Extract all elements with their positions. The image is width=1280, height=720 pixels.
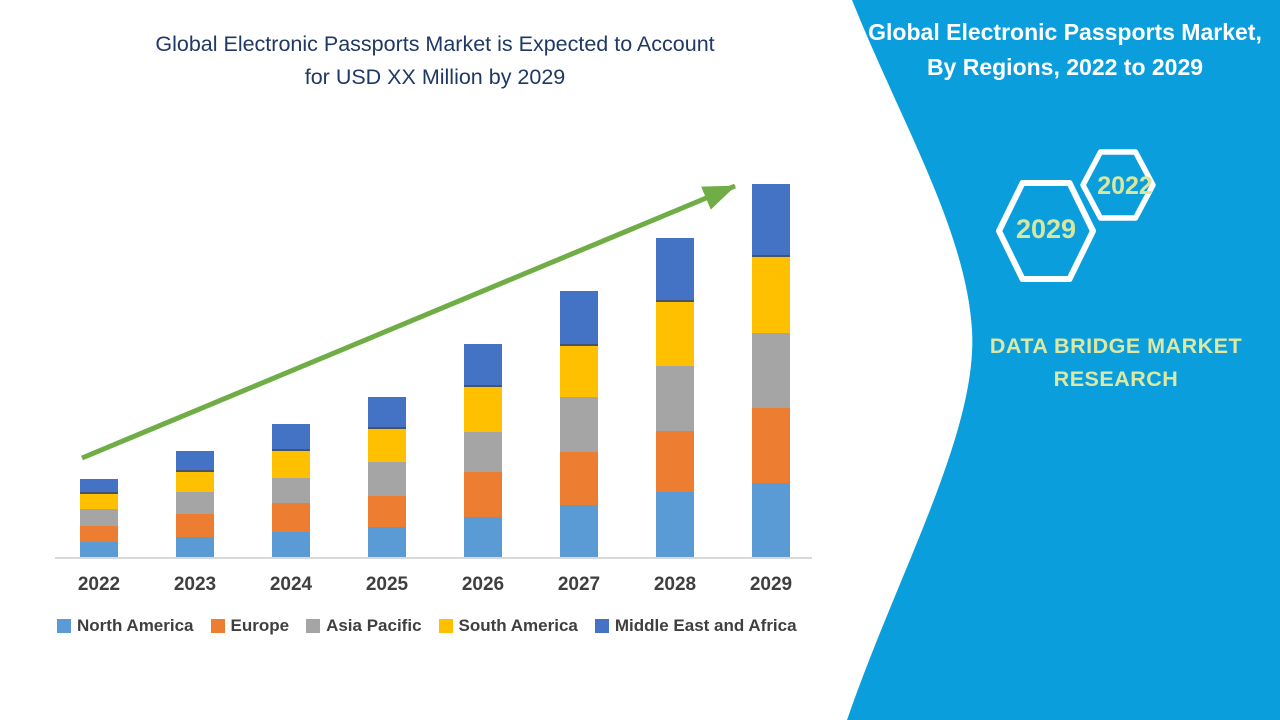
bar-segment-middle-east-and-africa: [272, 424, 310, 451]
bar-segment-middle-east-and-africa: [464, 344, 502, 387]
bar-segment-south-america: [176, 472, 214, 492]
brand-name: DATA BRIDGE MARKET RESEARCH: [950, 330, 1280, 396]
brand-line2: RESEARCH: [1053, 367, 1179, 391]
side-panel-title: Global Electronic Passports Market, By R…: [860, 15, 1270, 85]
bar-segment-middle-east-and-africa: [752, 184, 790, 257]
bar-segment-middle-east-and-africa: [656, 238, 694, 302]
bar-segment-europe: [368, 496, 406, 527]
bar-segment-europe: [176, 514, 214, 537]
hexagon-2022-icon: [1080, 149, 1156, 221]
bar-segment-middle-east-and-africa: [368, 397, 406, 429]
bar-segment-asia-pacific: [80, 509, 118, 526]
hexagon-2022-label: 2022: [1097, 172, 1153, 200]
legend-item-south-america: South America: [438, 616, 578, 636]
x-axis-label-2022: 2022: [77, 574, 121, 595]
bar-segment-asia-pacific: [368, 462, 406, 496]
chart-title-line2: for USD XX Million by 2029: [304, 65, 566, 89]
bar-segment-asia-pacific: [464, 432, 502, 472]
bar-segment-south-america: [272, 451, 310, 478]
bar-segment-north-america: [80, 542, 118, 558]
stacked-bar-2022: [80, 479, 118, 558]
bar-segment-europe: [464, 472, 502, 517]
chart-title-line1: Global Electronic Passports Market is Ex…: [155, 32, 715, 56]
bar-segment-south-america: [464, 387, 502, 432]
bar-segment-europe: [656, 431, 694, 492]
legend-label: Europe: [230, 616, 290, 635]
bar-segment-north-america: [368, 527, 406, 558]
legend-label: South America: [458, 616, 578, 635]
legend-swatch-icon: [594, 619, 609, 633]
x-axis-label-2023: 2023: [173, 574, 217, 595]
hexagon-2029-label: 2029: [1015, 214, 1077, 244]
side-panel-title-line2: By Regions, 2022 to 2029: [926, 54, 1204, 80]
bar-segment-europe: [752, 408, 790, 483]
x-axis-line: [55, 557, 812, 559]
stacked-bar-2028: [656, 238, 694, 558]
legend-swatch-icon: [210, 619, 225, 633]
x-axis-label-2028: 2028: [653, 574, 697, 595]
bar-segment-north-america: [560, 505, 598, 558]
x-axis-label-2029: 2029: [749, 574, 793, 595]
x-axis-label-2024: 2024: [269, 574, 313, 595]
bar-segment-asia-pacific: [752, 333, 790, 408]
legend-item-europe: Europe: [210, 616, 290, 636]
legend-item-middle-east-and-africa: Middle East and Africa: [594, 616, 797, 636]
bar-segment-europe: [560, 452, 598, 505]
stacked-bar-2025: [368, 397, 406, 558]
bar-segment-north-america: [752, 483, 790, 558]
bar-segment-middle-east-and-africa: [176, 451, 214, 472]
x-axis-label-2025: 2025: [365, 574, 409, 595]
bar-segment-south-america: [752, 257, 790, 333]
legend: North America Europe Asia Pacific South Ame…: [57, 616, 797, 636]
bar-segment-north-america: [656, 492, 694, 558]
stacked-bar-2023: [176, 451, 214, 558]
side-panel-title-line1: Global Electronic Passports Market,: [868, 19, 1262, 45]
bar-segment-south-america: [560, 346, 598, 397]
bar-segment-north-america: [272, 532, 310, 558]
legend-swatch-icon: [57, 619, 71, 633]
legend-label: Asia Pacific: [326, 616, 422, 635]
bar-segment-europe: [80, 526, 118, 542]
bar-segment-middle-east-and-africa: [80, 479, 118, 494]
x-axis-label-2027: 2027: [557, 574, 601, 595]
x-axis-label-2026: 2026: [461, 574, 505, 595]
bar-segment-north-america: [176, 537, 214, 558]
hexagon-2029-icon: [996, 180, 1096, 282]
legend-label: Middle East and Africa: [614, 616, 797, 635]
stacked-bar-2026: [464, 344, 502, 558]
bar-segment-asia-pacific: [560, 397, 598, 452]
bar-segment-asia-pacific: [656, 366, 694, 431]
stacked-bar-2027: [560, 291, 598, 558]
legend-item-north-america: North America: [57, 616, 194, 636]
chart-title: Global Electronic Passports Market is Ex…: [60, 28, 810, 94]
legend-item-asia-pacific: Asia Pacific: [306, 616, 422, 636]
stacked-bar-2029: [752, 184, 790, 558]
legend-label: North America: [77, 616, 194, 635]
stacked-bar-2024: [272, 424, 310, 558]
legend-swatch-icon: [306, 619, 321, 633]
bar-segment-south-america: [368, 429, 406, 462]
bar-segment-asia-pacific: [272, 478, 310, 503]
brand-line1: DATA BRIDGE MARKET: [989, 334, 1243, 358]
side-panel-shape: [847, 0, 1280, 720]
bar-segment-south-america: [656, 302, 694, 366]
legend-swatch-icon: [438, 619, 453, 633]
bar-segment-north-america: [464, 517, 502, 558]
bar-segment-asia-pacific: [176, 492, 214, 514]
bar-segment-europe: [272, 503, 310, 532]
bar-segment-south-america: [80, 494, 118, 509]
bar-segment-middle-east-and-africa: [560, 291, 598, 346]
